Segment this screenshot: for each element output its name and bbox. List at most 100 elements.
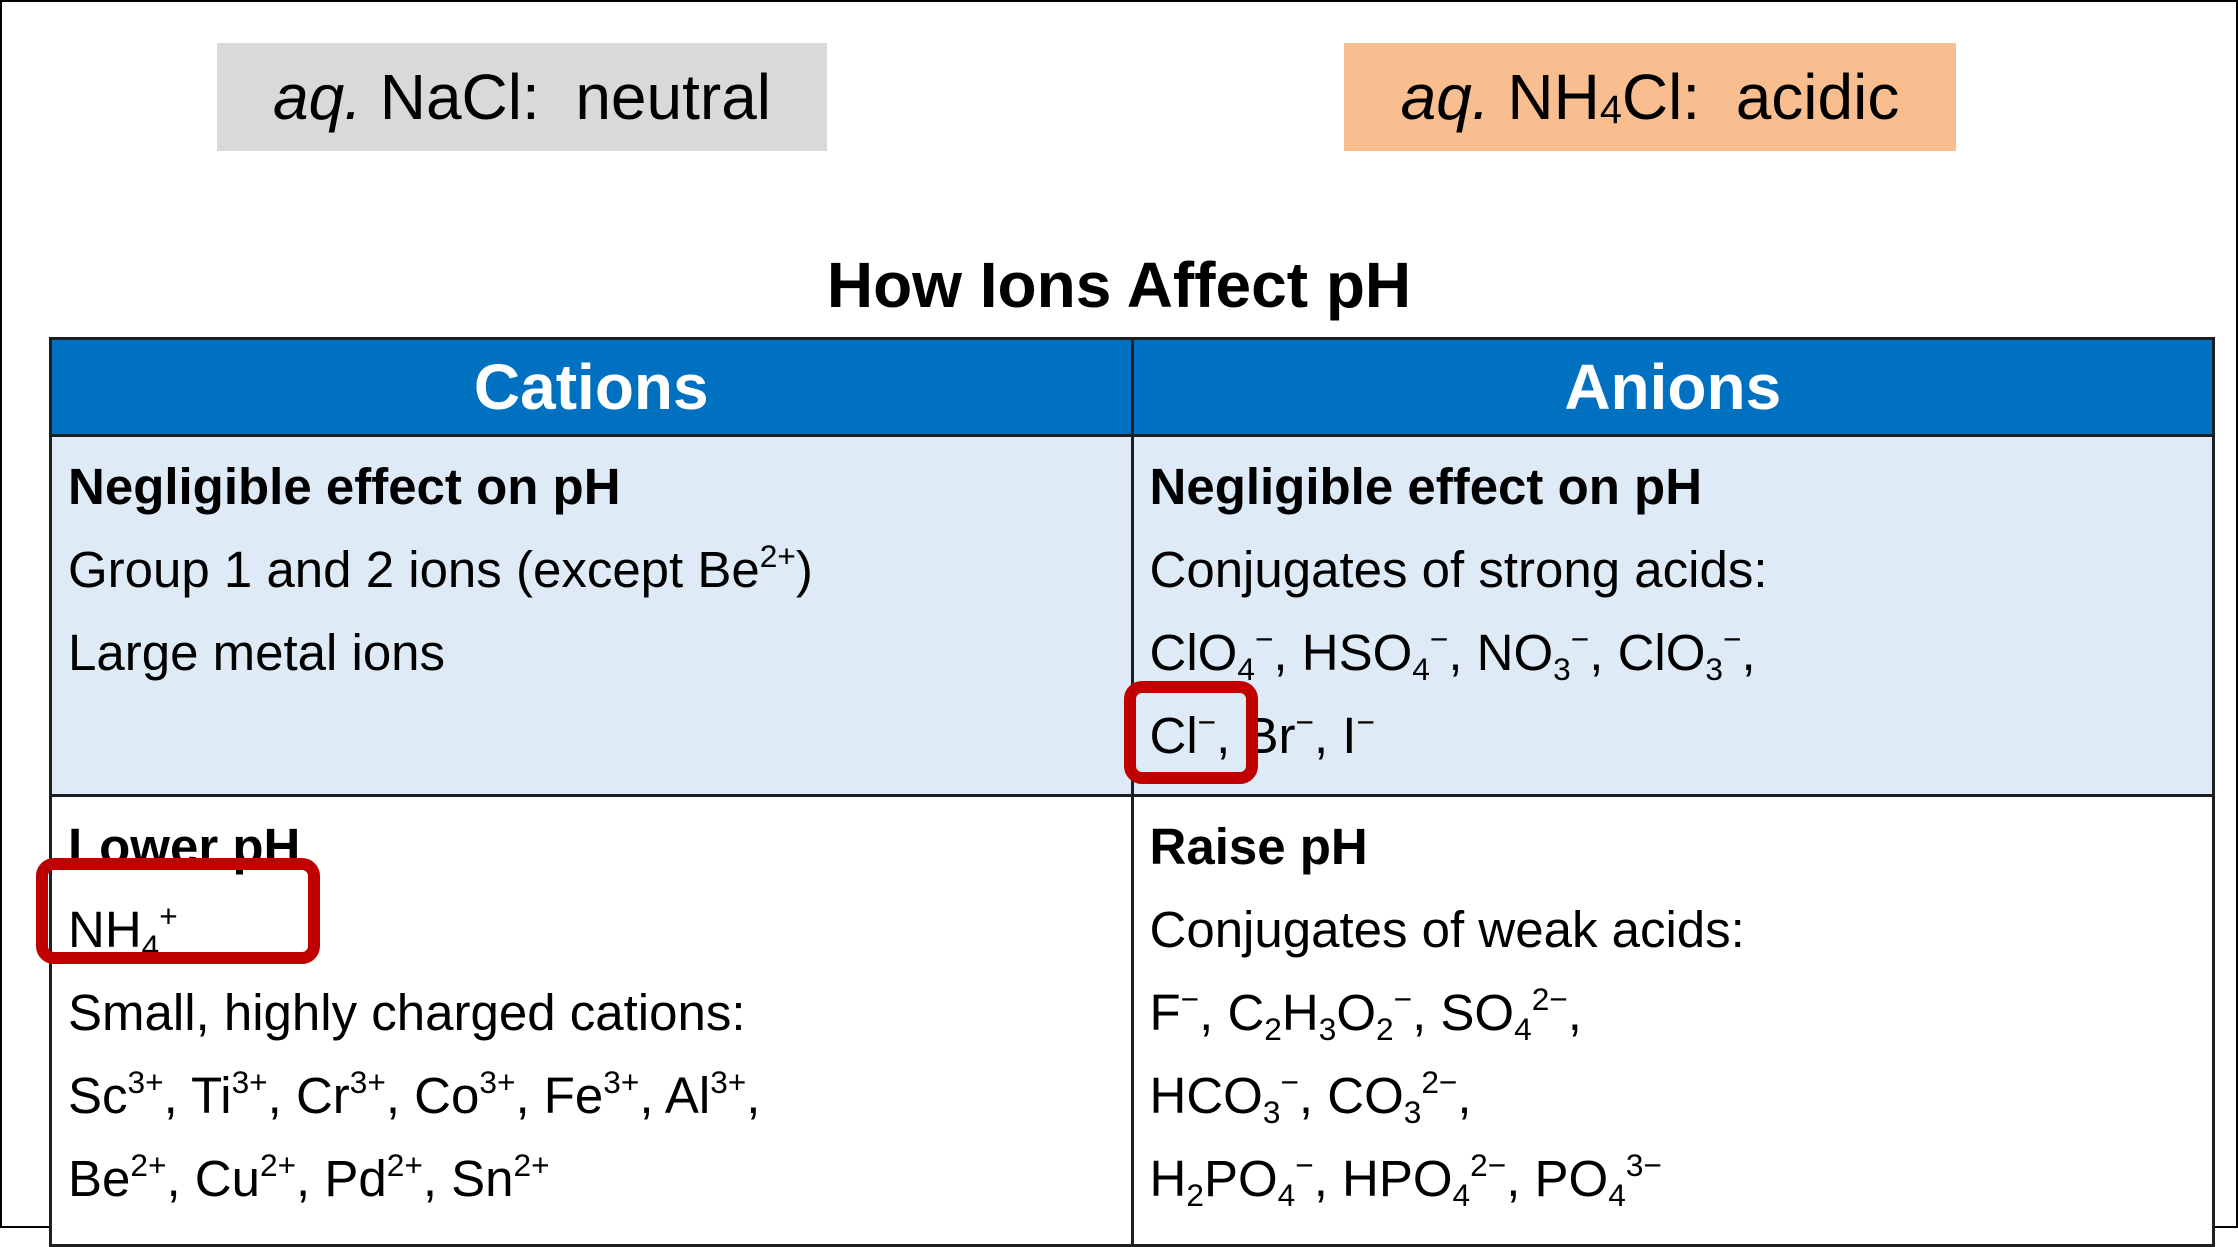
superscript: −	[1197, 704, 1217, 741]
ion-text: PO	[1203, 1150, 1278, 1207]
line-text: Group 1 and 2 ions (except Be	[68, 541, 760, 598]
superscript: 3+	[710, 1064, 747, 1101]
subscript: 3	[1403, 1094, 1422, 1131]
superscript: −	[1280, 1064, 1299, 1101]
ion-text: , NO	[1448, 624, 1554, 681]
subscript: 3	[1553, 651, 1571, 688]
ion-text: , C	[1199, 984, 1265, 1041]
cell-anions-raise: Raise pH Conjugates of weak acids: F−, C…	[1130, 794, 2215, 1247]
header-anions: Anions	[1130, 337, 2215, 437]
nacl-text: NaCl: neutral	[361, 61, 772, 133]
subscript: 3	[1705, 651, 1723, 688]
superscript: 2+	[130, 1147, 167, 1184]
superscript: 2+	[759, 538, 796, 575]
superscript: 2−	[1470, 1147, 1507, 1184]
superscript: 3+	[127, 1064, 164, 1101]
cell-cations-lower: Lower pH NH4+ Small, highly charged cati…	[49, 794, 1134, 1247]
cell-anions-negligible: Negligible effect on pH Conjugates of st…	[1130, 434, 2215, 797]
superscript: −	[1570, 621, 1590, 658]
strong-acids-line: Conjugates of strong acids:	[1149, 541, 1768, 598]
chloride-ion: Cl	[1149, 707, 1198, 764]
ion-text: , Fe	[515, 1067, 604, 1124]
cell-cations-negligible: Negligible effect on pH Group 1 and 2 io…	[49, 434, 1134, 797]
subscript: 4	[1277, 1177, 1296, 1214]
ion-text: ,	[1567, 984, 1582, 1041]
subscript: 4	[1412, 651, 1430, 688]
line-text: )	[795, 541, 813, 598]
aq-italic: aq.	[1400, 61, 1490, 133]
superscript: +	[159, 898, 178, 935]
ion-text: HCO	[1149, 1067, 1263, 1124]
page-title: How Ions Affect pH	[826, 249, 1412, 321]
ion-text: , I	[1313, 707, 1357, 764]
subscript: 4	[1452, 1177, 1471, 1214]
superscript: −	[1295, 1147, 1314, 1184]
superscript: −	[1356, 704, 1375, 741]
ammonium-highlight-box	[36, 858, 320, 964]
ion-text: H	[1281, 984, 1319, 1041]
superscript: −	[1723, 621, 1742, 658]
nh4cl-acidic-label: aq. NH 4 Cl: acidic	[1344, 43, 1956, 151]
superscript: 3+	[349, 1064, 386, 1101]
divalent-cations-line: Be2+, Cu2+, Pd2+, Sn2+	[68, 1137, 1115, 1220]
ion-text: H	[1149, 1150, 1187, 1207]
ion-text: , Sn	[422, 1150, 514, 1207]
strong-acid-ions-line: ClO4−, HSO4−, NO3−, ClO3−,	[1150, 611, 2197, 694]
superscript: −	[1295, 704, 1314, 741]
superscript: 3+	[479, 1064, 516, 1101]
nh4cl-post: Cl: acidic	[1621, 61, 1900, 133]
superscript: 2−	[1421, 1064, 1458, 1101]
aq-italic: aq.	[272, 61, 362, 133]
ion-text: Sc	[68, 1067, 128, 1124]
ion-text: , Cu	[166, 1150, 260, 1207]
group-1-2-line: Group 1 and 2 ions (except Be2+)	[68, 528, 1115, 611]
ion-text: ,	[746, 1067, 761, 1124]
ion-text: ,	[1741, 624, 1756, 681]
subscript: 2	[1264, 1011, 1282, 1048]
ion-text: , ClO	[1589, 624, 1706, 681]
superscript: 2+	[259, 1147, 297, 1184]
ion-text: , CO	[1298, 1067, 1404, 1124]
ion-text: , Cr	[267, 1067, 350, 1124]
weak-acids-line: Conjugates of weak acids:	[1149, 901, 1745, 958]
ion-text: F	[1149, 984, 1181, 1041]
halide-ions-line: Cl−, Br−, I−	[1150, 694, 2197, 777]
ion-text: , Pd	[296, 1150, 387, 1207]
large-metal-line: Large metal ions	[68, 624, 446, 681]
superscript: 2−	[1531, 981, 1568, 1018]
cell-heading: Raise pH	[1149, 818, 1368, 875]
ion-text: , SO	[1412, 984, 1515, 1041]
superscript: −	[1393, 981, 1413, 1018]
header-cations: Cations	[49, 337, 1134, 437]
subscript: 2	[1376, 1011, 1394, 1048]
small-cations-line: Small, highly charged cations:	[68, 984, 746, 1041]
ion-text: , Ti	[163, 1067, 232, 1124]
weak-anions-line-3: H2PO4−, HPO42−, PO43−	[1150, 1137, 2197, 1220]
superscript: 3+	[231, 1064, 268, 1101]
ion-text: , PO	[1506, 1150, 1609, 1207]
nacl-neutral-label: aq. NaCl: neutral	[217, 43, 827, 151]
ammonium-line: NH4+	[68, 888, 1115, 971]
ammonium-ion: NH	[68, 901, 142, 958]
chloride-highlight-box	[1124, 681, 1258, 784]
ion-text: , HSO	[1273, 624, 1413, 681]
weak-anions-line-2: HCO3−, CO32−,	[1150, 1054, 2197, 1137]
ion-text: O	[1336, 984, 1376, 1041]
ion-text: , Co	[385, 1067, 480, 1124]
ion-text: , HPO	[1313, 1150, 1453, 1207]
subscript: 3	[1318, 1011, 1337, 1048]
subscript: 2	[1186, 1177, 1204, 1214]
superscript: 2+	[513, 1147, 550, 1184]
subscript: 4	[1514, 1011, 1532, 1048]
ion-text: Be	[68, 1150, 131, 1207]
subscript: 3	[1262, 1094, 1281, 1131]
superscript: 2+	[386, 1147, 423, 1184]
ion-text: , Al	[639, 1067, 711, 1124]
nh4cl-pre: NH	[1489, 61, 1600, 133]
cell-heading: Negligible effect on pH	[1149, 458, 1703, 515]
superscript: −	[1429, 621, 1449, 658]
superscript: −	[1180, 981, 1200, 1018]
ions-ph-table: Cations Anions Negligible effect on pH G…	[49, 337, 2215, 1247]
trivalent-cations-line: Sc3+, Ti3+, Cr3+, Co3+, Fe3+, Al3+,	[68, 1054, 1115, 1137]
ion-text: ,	[1457, 1067, 1472, 1124]
